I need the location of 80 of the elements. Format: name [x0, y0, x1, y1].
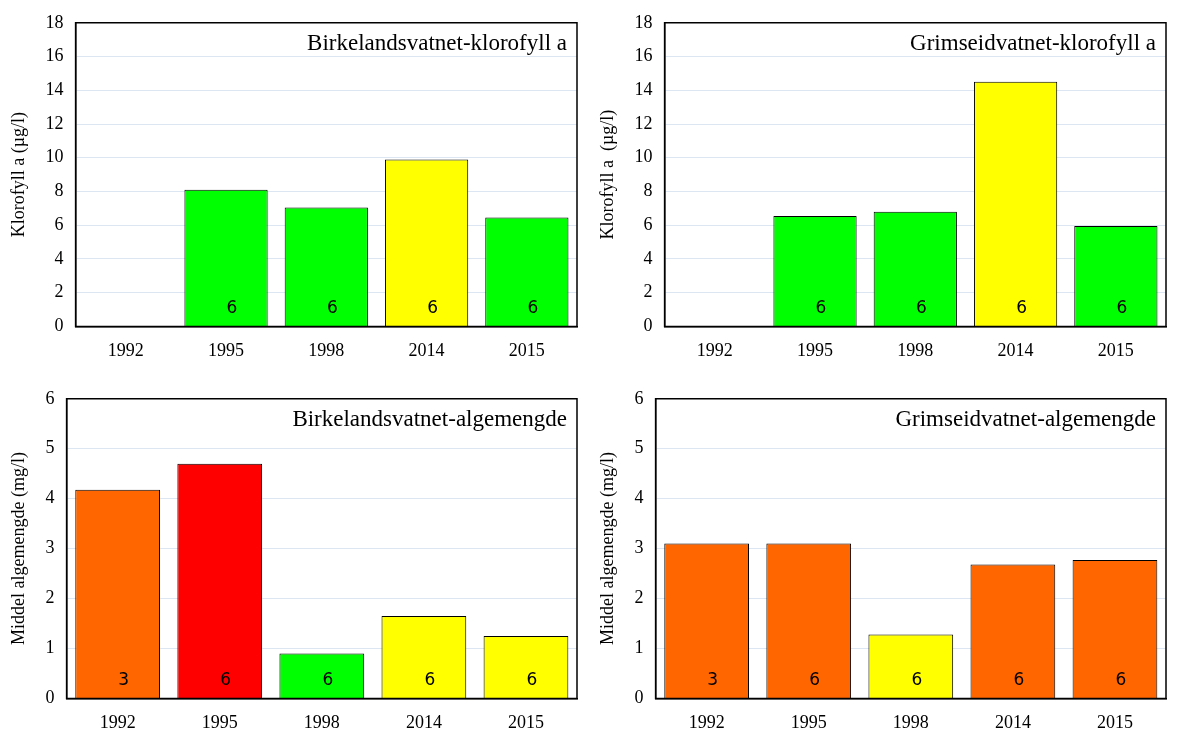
- y-tick-label: 14: [45, 79, 64, 99]
- y-tick-label: 6: [643, 213, 653, 234]
- annotation: 6: [326, 296, 338, 317]
- x-tick-label: 1998: [897, 339, 934, 360]
- annotation: 6: [226, 296, 238, 317]
- y-tick-label: 4: [634, 487, 644, 508]
- y-tick-label: 10: [45, 146, 64, 167]
- annotation: 3: [118, 668, 130, 689]
- y-tick-label: 8: [54, 180, 64, 201]
- x-tick-label: 2015: [1097, 339, 1134, 360]
- x-tick-label: 1992: [99, 711, 136, 732]
- y-tick-label: 0: [643, 315, 653, 336]
- y-tick-label: 10: [634, 146, 653, 167]
- y-tick-label: 5: [634, 437, 644, 458]
- y-tick-label: 18: [634, 11, 653, 32]
- annotation: 6: [1115, 668, 1127, 689]
- y-tick-label: 16: [45, 45, 64, 66]
- y-tick-label: 4: [54, 247, 64, 268]
- y-tick-label: 5: [45, 437, 55, 458]
- x-tick-label: 2015: [507, 711, 544, 732]
- y-axis-title: Klorofyll a (µg/l): [596, 109, 618, 240]
- annotation: 6: [526, 668, 538, 689]
- y-axis-title: Klorofyll a (µg/l): [7, 111, 29, 238]
- x-tick-label: 1995: [201, 711, 238, 732]
- annotation: 6: [527, 296, 539, 317]
- x-tick-label: 2014: [405, 711, 442, 732]
- y-tick-label: 6: [54, 213, 64, 234]
- annotation: 6: [1013, 668, 1025, 689]
- x-tick-label: 1992: [107, 339, 144, 360]
- y-tick-label: 4: [45, 487, 55, 508]
- y-tick-label: 6: [634, 387, 644, 408]
- annotation: 6: [427, 296, 438, 317]
- y-tick-label: 1: [634, 637, 644, 658]
- y-tick-label: 3: [45, 537, 55, 558]
- annotation: 3: [707, 668, 719, 689]
- annotation: 6: [220, 668, 232, 689]
- x-tick-label: 1998: [308, 339, 345, 360]
- x-tick-label: 1995: [790, 711, 827, 732]
- y-tick-label: 3: [634, 537, 644, 558]
- y-tick-label: 2: [54, 281, 64, 302]
- x-tick-label: 2015: [1096, 711, 1133, 732]
- annotation: 6: [1016, 296, 1027, 317]
- y-tick-label: 1: [45, 637, 55, 658]
- annotation: 6: [911, 668, 923, 689]
- annotation: 6: [424, 668, 436, 689]
- y-axis-title: Middel algemengde (mg/l): [7, 452, 29, 646]
- y-tick-label: 6: [45, 387, 55, 408]
- annotation: 6: [809, 668, 821, 689]
- annotation: 6: [915, 296, 927, 317]
- annotation: 6: [322, 668, 334, 689]
- chart-title: Birkelandsvatnet-klorofyll a: [307, 30, 567, 56]
- y-tick-label: 8: [643, 180, 653, 201]
- x-tick-label: 1998: [892, 711, 929, 732]
- x-tick-label: 1992: [688, 711, 725, 732]
- x-tick-label: 2014: [408, 339, 445, 360]
- chart-title: Birkelandsvatnet-algemengde: [292, 406, 567, 432]
- x-tick-label: 2014: [997, 339, 1034, 360]
- chart-title: Grimseidvatnet-klorofyll a: [910, 30, 1156, 56]
- x-tick-label: 1998: [303, 711, 340, 732]
- y-tick-label: 0: [45, 687, 55, 708]
- annotation: 6: [1116, 296, 1128, 317]
- y-tick-label: 14: [634, 79, 653, 99]
- y-tick-label: 12: [45, 112, 64, 133]
- annotation: 6: [815, 296, 827, 317]
- y-tick-label: 18: [45, 11, 64, 32]
- x-tick-label: 1995: [208, 339, 245, 360]
- y-tick-label: 2: [45, 587, 55, 608]
- x-tick-label: 2015: [508, 339, 545, 360]
- x-tick-label: 1995: [797, 339, 834, 360]
- y-tick-label: 2: [643, 281, 653, 302]
- chart-title: Grimseidvatnet-algemengde: [895, 406, 1156, 432]
- y-tick-label: 16: [634, 45, 653, 66]
- y-tick-label: 0: [634, 687, 644, 708]
- y-tick-label: 4: [643, 247, 653, 268]
- y-axis-title: Middel algemengde (mg/l): [596, 452, 618, 646]
- y-tick-label: 12: [634, 112, 653, 133]
- x-tick-label: 2014: [994, 711, 1031, 732]
- y-tick-label: 0: [54, 315, 64, 336]
- x-tick-label: 1992: [696, 339, 733, 360]
- y-tick-label: 2: [634, 587, 644, 608]
